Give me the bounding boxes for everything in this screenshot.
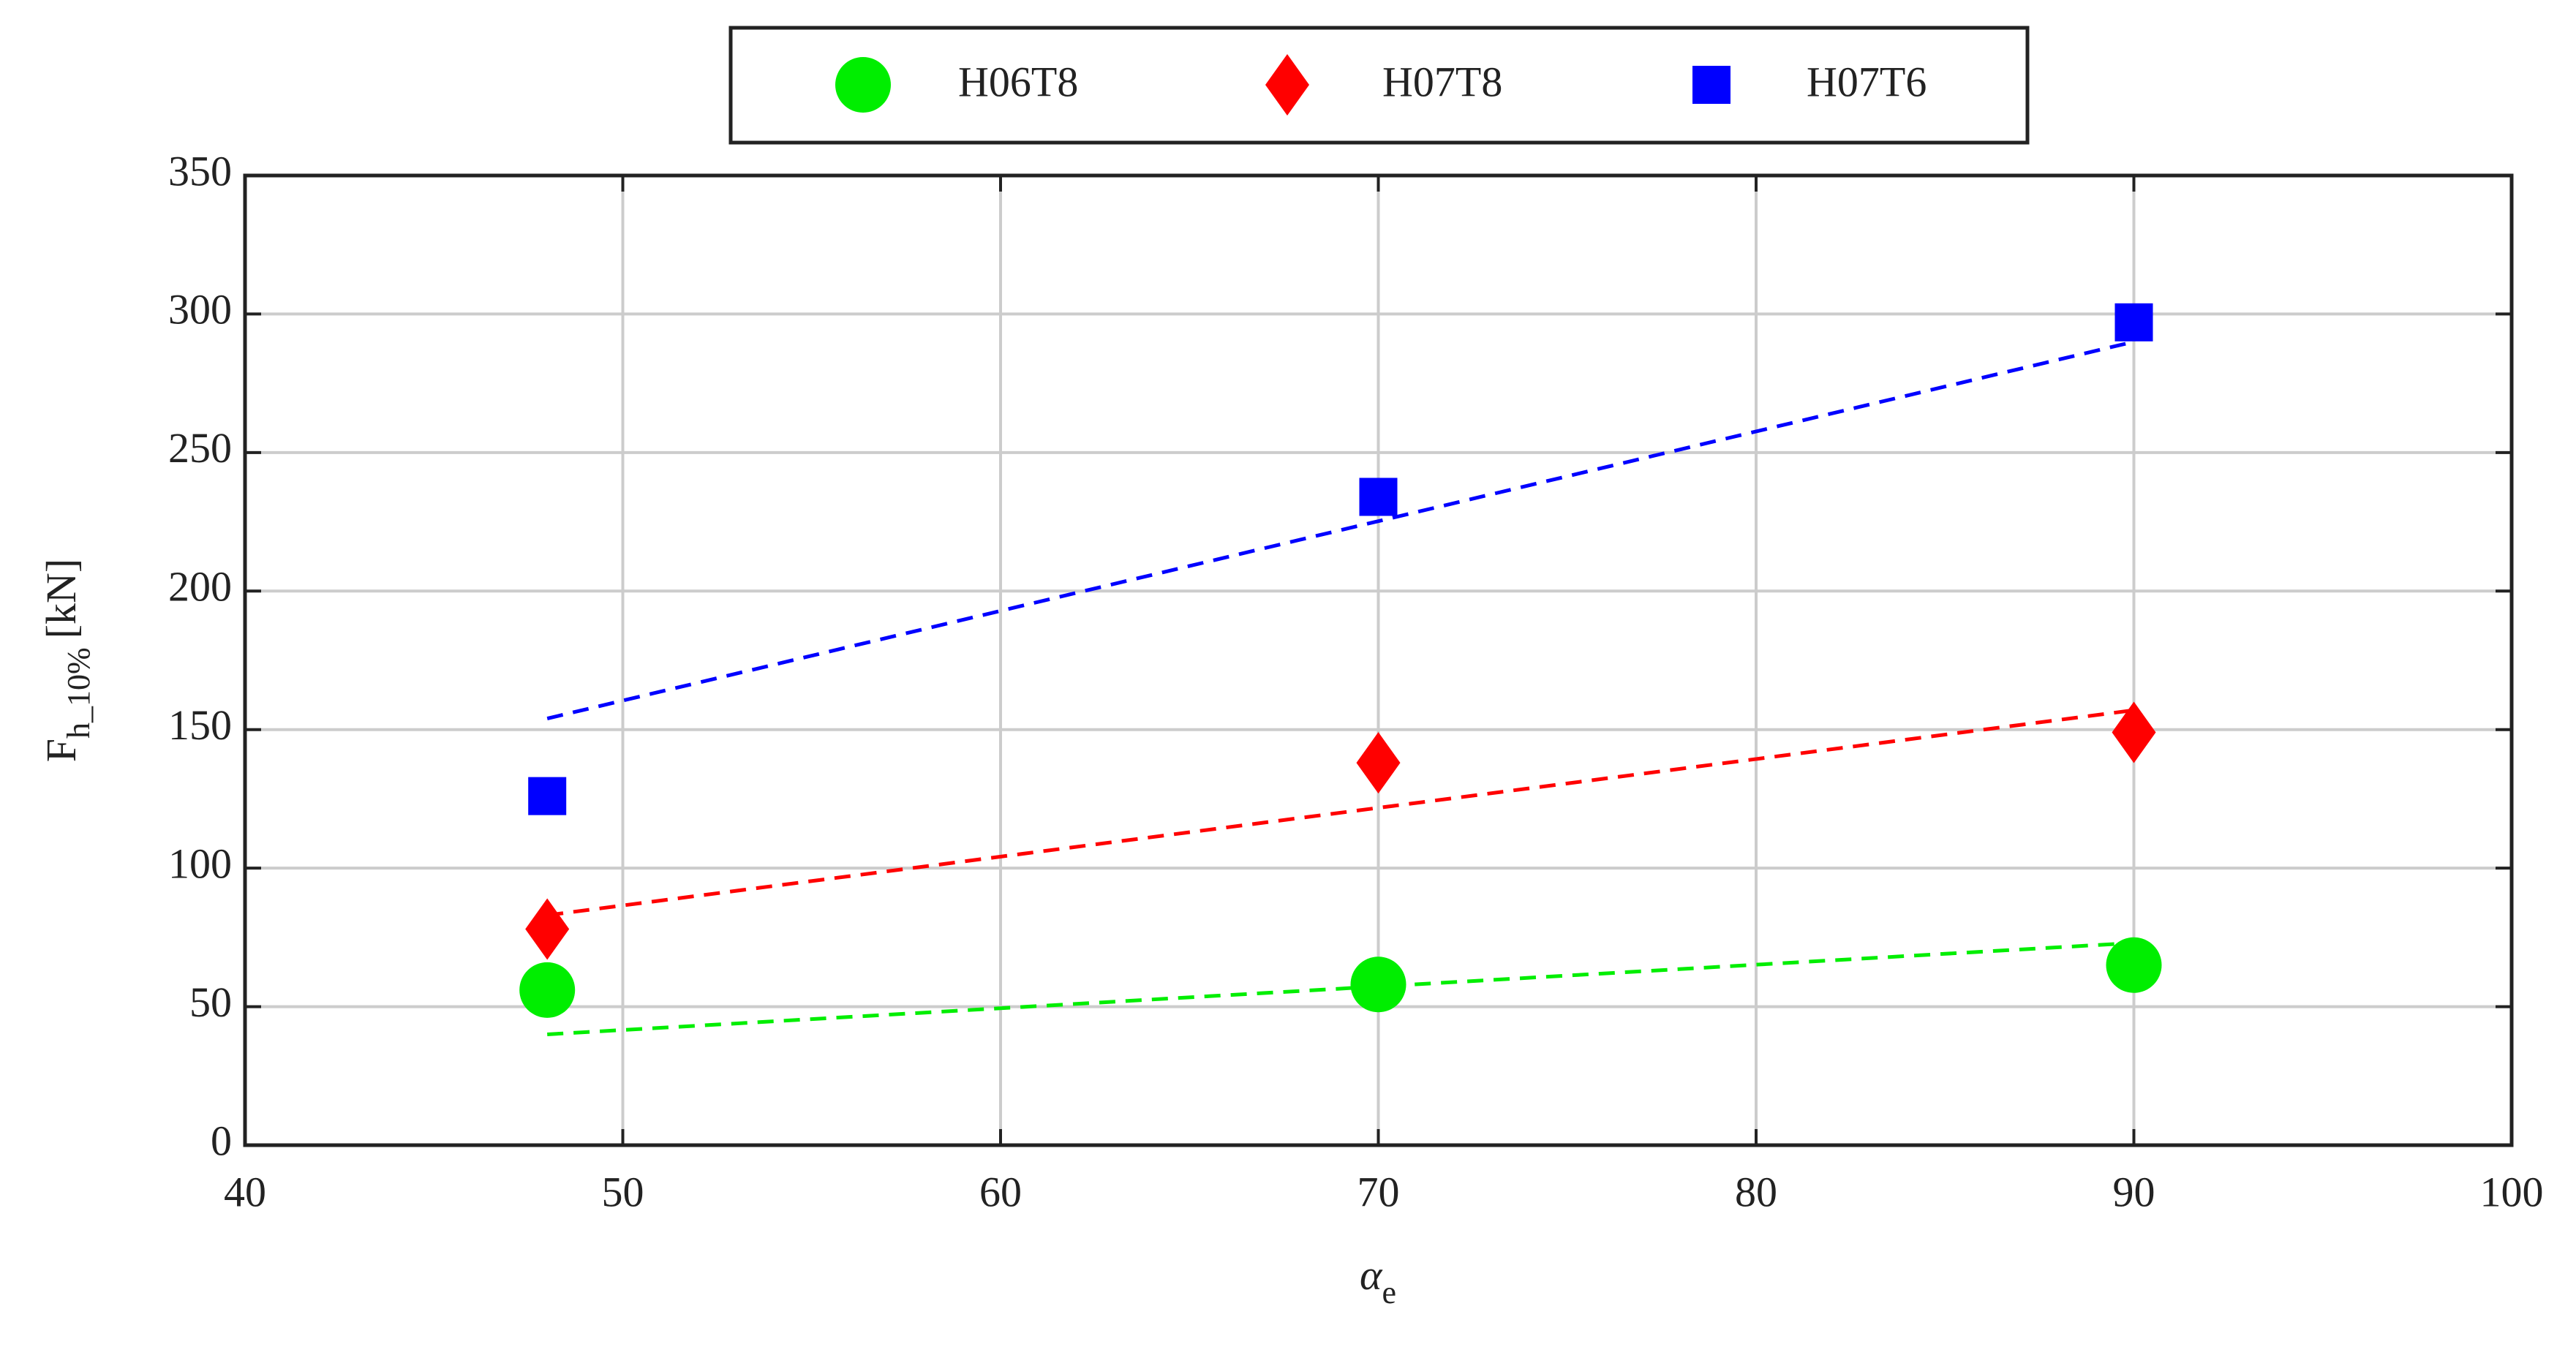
legend-label: H06T8 bbox=[958, 58, 1078, 105]
x-label-main: α bbox=[1360, 1251, 1383, 1299]
marker bbox=[2114, 303, 2153, 342]
legend-marker bbox=[1692, 66, 1730, 104]
x-tick-label: 70 bbox=[1357, 1168, 1400, 1215]
legend-marker bbox=[835, 57, 891, 113]
x-tick-label: 100 bbox=[2480, 1168, 2544, 1215]
y-label-main: F bbox=[37, 739, 85, 762]
legend-label: H07T8 bbox=[1382, 58, 1502, 105]
trend-line bbox=[547, 940, 2134, 1036]
y-tick-label: 0 bbox=[211, 1117, 232, 1164]
y-tick-label: 50 bbox=[189, 978, 232, 1026]
marker bbox=[1350, 957, 1406, 1013]
marker bbox=[2106, 937, 2162, 993]
x-tick-label: 80 bbox=[1735, 1168, 1777, 1215]
marker bbox=[1359, 478, 1398, 516]
marker bbox=[525, 898, 570, 960]
y-tick-label: 150 bbox=[168, 701, 232, 749]
y-label-sub: h_10% bbox=[61, 647, 97, 739]
marker bbox=[528, 777, 567, 815]
y-tick-label: 200 bbox=[168, 563, 232, 611]
legend-box bbox=[728, 26, 2030, 145]
x-tick-label: 50 bbox=[602, 1168, 644, 1215]
x-tick-label: 90 bbox=[2113, 1168, 2155, 1215]
y-tick-label: 350 bbox=[168, 147, 232, 195]
x-tick-label: 60 bbox=[979, 1168, 1022, 1215]
y-tick-label: 300 bbox=[168, 286, 232, 333]
x-label-sub: e bbox=[1382, 1275, 1396, 1310]
x-tick-label: 40 bbox=[224, 1168, 266, 1215]
y-tick-label: 250 bbox=[168, 424, 232, 472]
marker bbox=[519, 962, 576, 1018]
trend-line bbox=[546, 708, 2134, 918]
marker bbox=[1356, 732, 1401, 794]
y-label-suffix: [kN] bbox=[37, 559, 85, 639]
legend-label: H07T6 bbox=[1807, 58, 1927, 105]
trend-line bbox=[546, 339, 2135, 720]
x-axis-label: αe bbox=[1360, 1251, 1396, 1310]
marker bbox=[2112, 701, 2156, 763]
y-axis-label: Fh_10% [kN] bbox=[37, 559, 97, 762]
y-tick-label: 100 bbox=[168, 839, 232, 887]
legend-marker bbox=[1265, 54, 1309, 116]
plot-frame bbox=[243, 173, 2514, 1147]
